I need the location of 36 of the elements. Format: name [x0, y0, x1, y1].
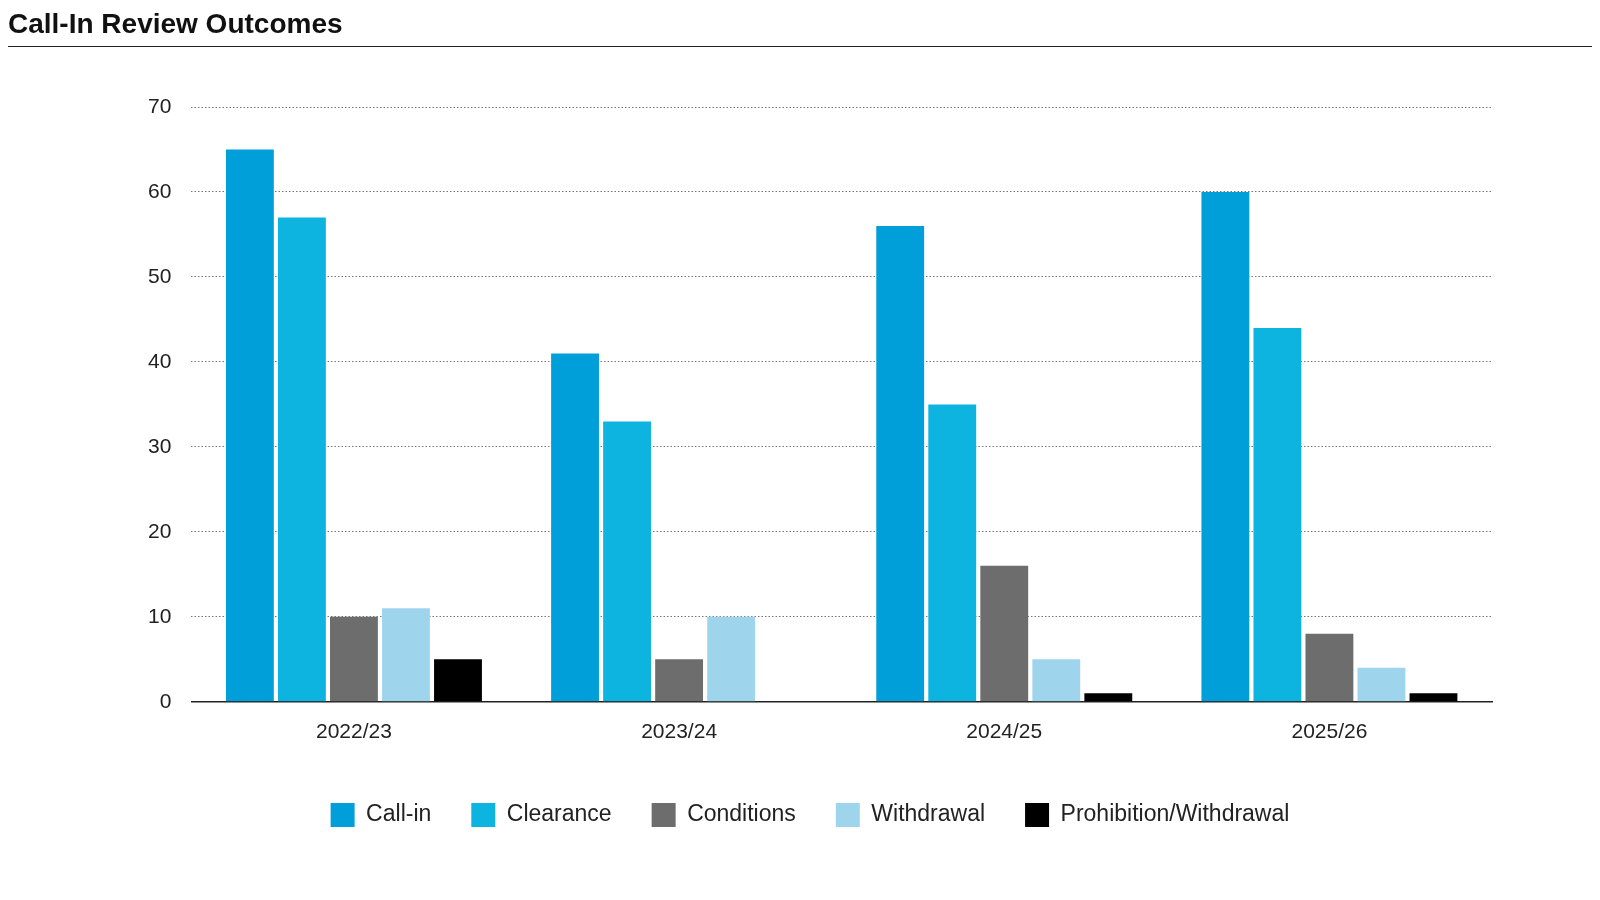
bar — [1084, 693, 1133, 702]
bar — [928, 404, 977, 702]
chart-title: Call-In Review Outcomes — [8, 8, 344, 40]
y-tick-label: 0 — [159, 688, 172, 712]
x-tick-label: 2023/24 — [641, 719, 718, 743]
legend-label: Prohibition/Withdrawal — [1060, 800, 1290, 827]
bar — [225, 149, 274, 702]
bar — [1253, 327, 1302, 702]
bar — [1305, 633, 1354, 702]
legend-label: Call-in — [366, 800, 432, 827]
bar — [655, 659, 704, 702]
legend-label: Withdrawal — [871, 800, 986, 827]
y-tick-label: 20 — [148, 518, 172, 542]
y-tick-label: 70 — [148, 93, 172, 117]
bar — [1357, 667, 1406, 702]
bar — [707, 616, 756, 702]
bar — [603, 421, 652, 702]
bar — [277, 217, 326, 702]
bar — [434, 659, 482, 702]
bar — [1201, 191, 1250, 702]
bar — [551, 353, 599, 702]
bar — [1032, 659, 1081, 702]
bar — [876, 225, 925, 702]
legend-label: Conditions — [687, 800, 796, 827]
y-tick-label: 40 — [148, 348, 172, 372]
x-tick-label: 2022/23 — [315, 719, 392, 743]
bar — [1409, 693, 1458, 702]
y-tick-label: 50 — [148, 263, 172, 287]
title-rule: Call-In Review Outcomes — [8, 8, 1592, 47]
x-tick-label: 2025/26 — [1291, 719, 1368, 743]
y-tick-label: 60 — [148, 178, 172, 202]
bar — [382, 608, 430, 702]
y-tick-label: 10 — [148, 603, 172, 627]
y-tick-label: 30 — [148, 433, 172, 457]
legend-label: Clearance — [506, 800, 612, 827]
x-tick-label: 2024/25 — [966, 719, 1043, 743]
